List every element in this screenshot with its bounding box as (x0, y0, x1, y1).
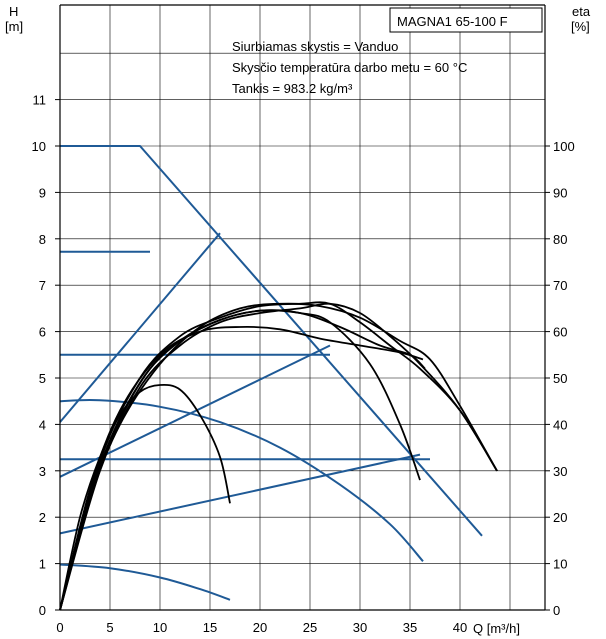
y2-axis-unit: [%] (571, 19, 590, 34)
pump-curve-6 (59, 232, 221, 423)
y2-tick-label: 0 (553, 603, 560, 618)
y-axis-label: H (9, 4, 18, 19)
x-tick-label: 25 (303, 620, 317, 635)
axes (59, 4, 546, 611)
x-axis-label: Q [m³/h] (473, 621, 520, 636)
x-tick-label: 40 (453, 620, 467, 635)
y2-tick-label: 50 (553, 371, 567, 386)
y2-tick-label: 100 (553, 139, 575, 154)
y-tick-label: 9 (39, 185, 46, 200)
y-tick-label: 6 (39, 325, 46, 340)
y2-tick-label: 70 (553, 278, 567, 293)
y-tick-label: 0 (39, 603, 46, 618)
y-tick-label: 11 (33, 93, 47, 108)
info-block: Siurbiamas skystis = Vanduo Skysčio temp… (232, 39, 467, 96)
y2-tick-label: 90 (553, 185, 567, 200)
y-tick-label: 1 (39, 557, 46, 572)
x-tick-label: 35 (403, 620, 417, 635)
efficiency-curve-15 (59, 309, 426, 611)
efficiency-curve-11 (59, 326, 424, 611)
y-tick-label: 5 (39, 371, 46, 386)
y2-tick-label: 30 (553, 464, 567, 479)
y2-tick-label: 80 (553, 232, 567, 247)
y-tick-label: 2 (39, 510, 46, 525)
curves-layer (59, 145, 498, 611)
info-temperature: Skysčio temperatūra darbo metu = 60 °C (232, 60, 467, 75)
y-tick-label: 3 (39, 464, 46, 479)
x-tick-label: 15 (203, 620, 217, 635)
info-density: Tankis = 983.2 kg/m³ (232, 81, 353, 96)
efficiency-curve-14 (59, 301, 498, 611)
x-tick-label: 30 (353, 620, 367, 635)
y2-tick-label: 40 (553, 417, 567, 432)
pump-curve-5 (59, 563, 231, 601)
grid-lines (60, 5, 545, 610)
efficiency-curve-12 (59, 302, 498, 611)
pump-curve-8 (59, 453, 421, 535)
x-tick-label: 5 (106, 620, 113, 635)
y2-tick-label: 20 (553, 510, 567, 525)
x-tick-label: 10 (153, 620, 167, 635)
title-box (389, 7, 543, 33)
y2-tick-label: 10 (553, 557, 567, 572)
x-tick-label: 20 (253, 620, 267, 635)
y-tick-label: 4 (39, 417, 46, 432)
y2-axis-label: eta (572, 4, 591, 19)
y-tick-labels: 0 1 2 3 4 5 6 7 8 9 10 11 (32, 93, 60, 618)
y-tick-label: 7 (39, 278, 46, 293)
efficiency-curve-9 (59, 383, 231, 611)
pump-curve-0 (60, 145, 483, 537)
y2-tick-labels: 0 10 20 30 40 50 60 70 80 90 100 (545, 139, 575, 618)
x-tick-label: 0 (56, 620, 63, 635)
x-tick-labels: 0 5 10 15 20 25 30 35 40 (56, 620, 467, 635)
info-liquid: Siurbiamas skystis = Vanduo (232, 39, 398, 54)
efficiency-curve-13 (59, 302, 498, 611)
y-axis-unit: [m] (5, 19, 23, 34)
y-tick-label: 8 (39, 232, 46, 247)
chart-title: MAGNA1 65-100 F (397, 14, 508, 29)
y-tick-label: 10 (32, 139, 46, 154)
pump-curve-4 (59, 398, 424, 562)
y2-tick-label: 60 (553, 325, 567, 340)
